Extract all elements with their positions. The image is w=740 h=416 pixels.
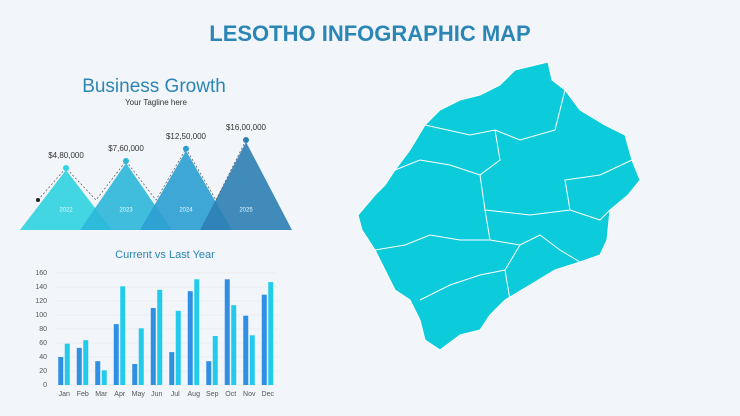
x-tick-label: Nov	[243, 391, 256, 398]
y-tick-label: 120	[35, 298, 47, 305]
y-tick-label: 140	[35, 284, 47, 291]
y-tick-label: 0	[43, 382, 47, 389]
map	[357, 61, 641, 351]
bar	[132, 364, 138, 385]
bar	[138, 328, 144, 385]
growth-subtitle: Your Tagline here	[125, 98, 187, 107]
bar	[169, 352, 175, 385]
bar	[268, 282, 274, 385]
bar	[76, 347, 82, 385]
value-label: $7,60,000	[108, 144, 144, 153]
growth-title: Business Growth	[82, 76, 226, 97]
y-tick-label: 160	[35, 270, 47, 277]
year-label: 2022	[59, 208, 73, 214]
value-label: $12,50,000	[166, 132, 207, 141]
bar	[243, 315, 249, 385]
bar-title: Current vs Last Year	[115, 249, 215, 261]
page-title: LESOTHO INFOGRAPHIC MAP	[209, 21, 530, 46]
growth-triangle	[140, 150, 232, 230]
y-tick-label: 100	[35, 312, 47, 319]
bar	[224, 279, 230, 385]
y-tick-label: 60	[39, 340, 47, 347]
district-border	[374, 89, 633, 301]
bar	[157, 289, 163, 385]
x-tick-label: Oct	[225, 391, 236, 398]
growth-triangle	[80, 163, 172, 230]
bar	[101, 370, 107, 385]
x-tick-label: Apr	[114, 391, 126, 398]
bar	[249, 335, 255, 385]
growth-dot	[183, 145, 189, 152]
start-dot	[36, 198, 40, 202]
bar	[206, 361, 212, 385]
bar	[194, 279, 200, 385]
bar	[83, 340, 89, 385]
x-tick-label: Mar	[95, 391, 108, 398]
y-tick-label: 20	[39, 368, 47, 375]
bar	[64, 343, 70, 385]
bar	[113, 324, 119, 385]
growth-dot	[63, 165, 69, 171]
value-label: $16,00,000	[226, 123, 267, 132]
bar	[58, 357, 64, 385]
year-label: 2024	[179, 208, 193, 214]
bar	[261, 294, 267, 385]
growth-dot	[243, 137, 249, 143]
x-tick-label: Dec	[262, 391, 275, 398]
map-shape	[357, 61, 641, 351]
x-tick-label: Jan	[59, 391, 70, 398]
year-label: 2025	[239, 208, 253, 214]
y-tick-label: 80	[39, 326, 47, 333]
x-tick-label: Jun	[151, 391, 162, 398]
bar	[231, 305, 237, 385]
bar	[95, 361, 101, 385]
x-tick-label: Feb	[77, 391, 89, 398]
x-tick-label: Jul	[171, 391, 180, 398]
bar	[212, 336, 218, 385]
value-label: $4,80,000	[48, 151, 84, 160]
growth-triangle	[200, 142, 292, 230]
year-label: 2023	[119, 208, 133, 214]
growth-triangle	[20, 170, 112, 230]
y-tick-label: 40	[39, 354, 47, 361]
x-tick-label: Aug	[188, 391, 201, 398]
growth-dot	[123, 158, 129, 164]
bar	[150, 308, 156, 385]
bar	[175, 310, 181, 385]
bar	[187, 291, 193, 385]
bar	[120, 286, 126, 385]
x-tick-label: May	[132, 391, 146, 398]
trend-line	[37, 139, 247, 201]
x-tick-label: Sep	[206, 391, 219, 398]
